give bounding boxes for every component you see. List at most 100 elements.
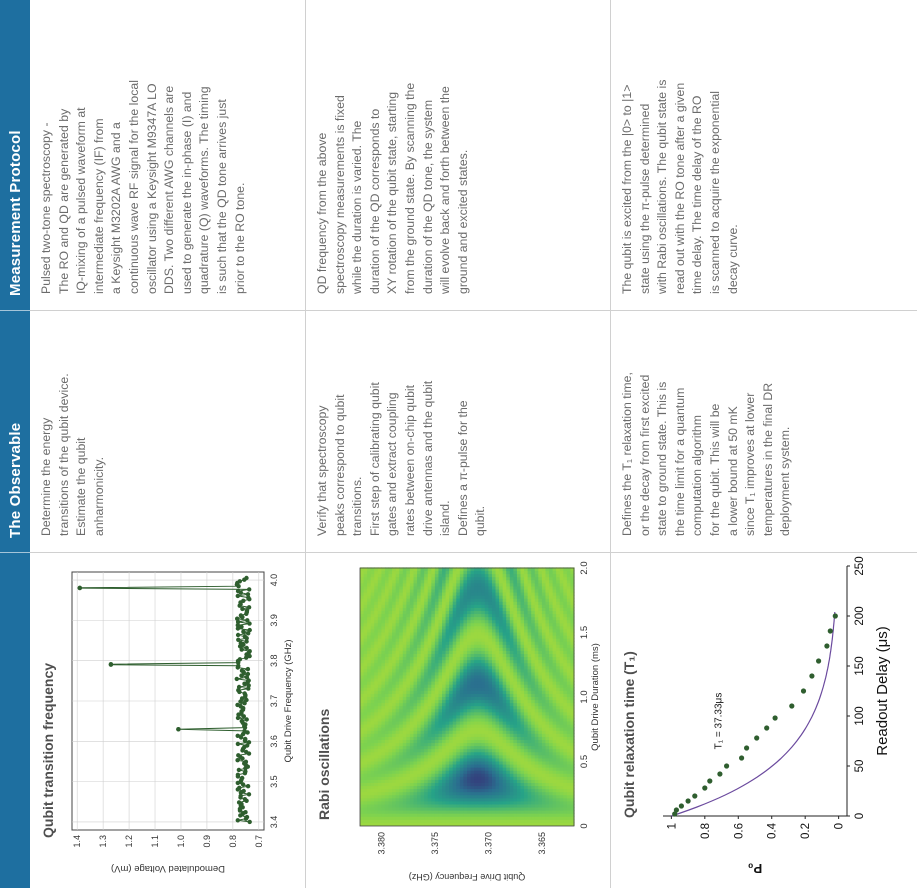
heatmap-cell xyxy=(413,699,418,704)
heatmap-cell xyxy=(491,773,497,777)
heatmap-cell xyxy=(474,819,479,823)
heatmap-cell xyxy=(409,613,415,618)
heatmap-cell xyxy=(502,619,507,624)
heatmap-cell xyxy=(459,776,465,780)
heatmap-cell xyxy=(442,576,447,581)
heatmap-cell xyxy=(513,794,518,799)
heatmap-cell xyxy=(399,690,404,694)
heatmap-cell xyxy=(513,610,518,615)
heatmap-cell xyxy=(470,822,475,826)
heatmap-cell xyxy=(406,634,411,639)
heatmap-cell xyxy=(367,736,372,740)
heatmap-cell xyxy=(463,720,468,725)
heatmap-cell xyxy=(449,625,454,630)
heatmap-cell xyxy=(488,671,493,676)
heatmap-cell xyxy=(360,711,365,716)
heatmap-cell xyxy=(531,656,536,661)
heatmap-cell xyxy=(552,570,557,575)
heatmap-cell xyxy=(438,717,443,722)
heatmap-cell xyxy=(377,730,383,734)
heatmap-cell xyxy=(445,733,450,737)
heatmap-cell xyxy=(534,628,539,633)
heatmap-cell xyxy=(402,641,407,645)
heatmap-cell xyxy=(524,717,529,722)
data-point xyxy=(238,704,244,709)
heatmap-cell xyxy=(406,705,411,710)
heatmap-cell xyxy=(484,714,490,719)
heatmap-cell xyxy=(377,785,383,790)
heatmap-cell xyxy=(470,570,475,575)
heatmap-cell xyxy=(377,619,383,624)
heatmap-cell xyxy=(499,730,504,734)
heatmap-cell xyxy=(470,705,475,710)
heatmap-cell xyxy=(467,763,472,768)
heatmap-cell xyxy=(427,822,432,826)
heatmap-cell xyxy=(445,588,450,593)
heatmap-cell xyxy=(452,595,457,599)
heatmap-cell xyxy=(545,730,550,734)
heatmap-cell xyxy=(516,653,522,658)
heatmap-cell xyxy=(474,763,479,768)
heatmap-cell xyxy=(516,760,522,765)
heatmap-cell xyxy=(509,665,514,670)
heatmap-cell xyxy=(367,647,372,651)
heatmap-cell xyxy=(395,588,400,593)
heatmap-cell xyxy=(541,674,547,679)
heatmap-cell xyxy=(409,748,415,753)
heatmap-cell xyxy=(399,788,404,793)
heatmap-cell xyxy=(452,634,457,639)
heatmap-cell xyxy=(370,757,375,762)
heatmap-cell xyxy=(499,754,504,759)
heatmap-cell xyxy=(506,730,511,734)
heatmap-cell xyxy=(434,816,440,820)
heatmap-cell xyxy=(538,816,543,820)
heatmap-cell xyxy=(427,613,432,618)
heatmap-cell xyxy=(434,604,440,608)
heatmap-cell xyxy=(506,582,511,587)
heatmap-cell xyxy=(417,717,422,722)
heatmap-cell xyxy=(367,619,372,624)
heatmap-cell xyxy=(509,748,514,753)
heatmap-cell xyxy=(509,644,514,648)
heatmap-cell xyxy=(409,739,415,744)
heatmap-cell xyxy=(420,638,425,642)
heatmap-cell xyxy=(502,763,507,768)
heatmap-cell xyxy=(491,763,497,768)
heatmap-cell xyxy=(556,788,561,793)
heatmap-cell xyxy=(420,570,425,575)
heatmap-cell xyxy=(556,659,561,664)
heatmap-cell xyxy=(499,717,504,722)
heatmap-cell xyxy=(481,665,486,670)
heatmap-cell xyxy=(413,770,418,774)
heatmap-cell xyxy=(502,684,507,688)
heatmap-cell xyxy=(427,782,432,787)
heatmap-cell xyxy=(367,724,372,728)
heatmap-cell xyxy=(442,613,447,618)
heatmap-cell xyxy=(406,687,411,691)
heatmap-cell xyxy=(420,662,425,667)
heatmap-cell xyxy=(427,681,432,685)
heatmap-cell xyxy=(459,674,465,679)
heatmap-cell xyxy=(452,613,457,618)
heatmap-cell xyxy=(541,788,547,793)
heatmap-cell xyxy=(370,591,375,596)
heatmap-cell xyxy=(524,773,529,777)
heatmap-cell xyxy=(409,644,415,648)
heatmap-cell xyxy=(488,773,493,777)
heatmap-cell xyxy=(445,650,450,654)
heatmap-cell xyxy=(467,677,472,682)
heatmap-cell xyxy=(477,677,482,682)
heatmap-cell xyxy=(509,791,514,796)
heatmap-cell xyxy=(388,656,393,661)
heatmap-cell xyxy=(549,641,554,645)
heatmap-cell xyxy=(360,785,365,790)
heatmap-cell xyxy=(470,631,475,636)
heatmap-cell xyxy=(456,628,461,633)
heatmap-cell xyxy=(531,702,536,707)
heatmap-cell xyxy=(499,788,504,793)
heatmap-cell xyxy=(552,644,557,648)
heatmap-cell xyxy=(399,604,404,608)
heatmap-cell xyxy=(524,598,529,602)
heatmap-cell xyxy=(513,588,518,593)
heatmap-cell xyxy=(495,582,500,587)
